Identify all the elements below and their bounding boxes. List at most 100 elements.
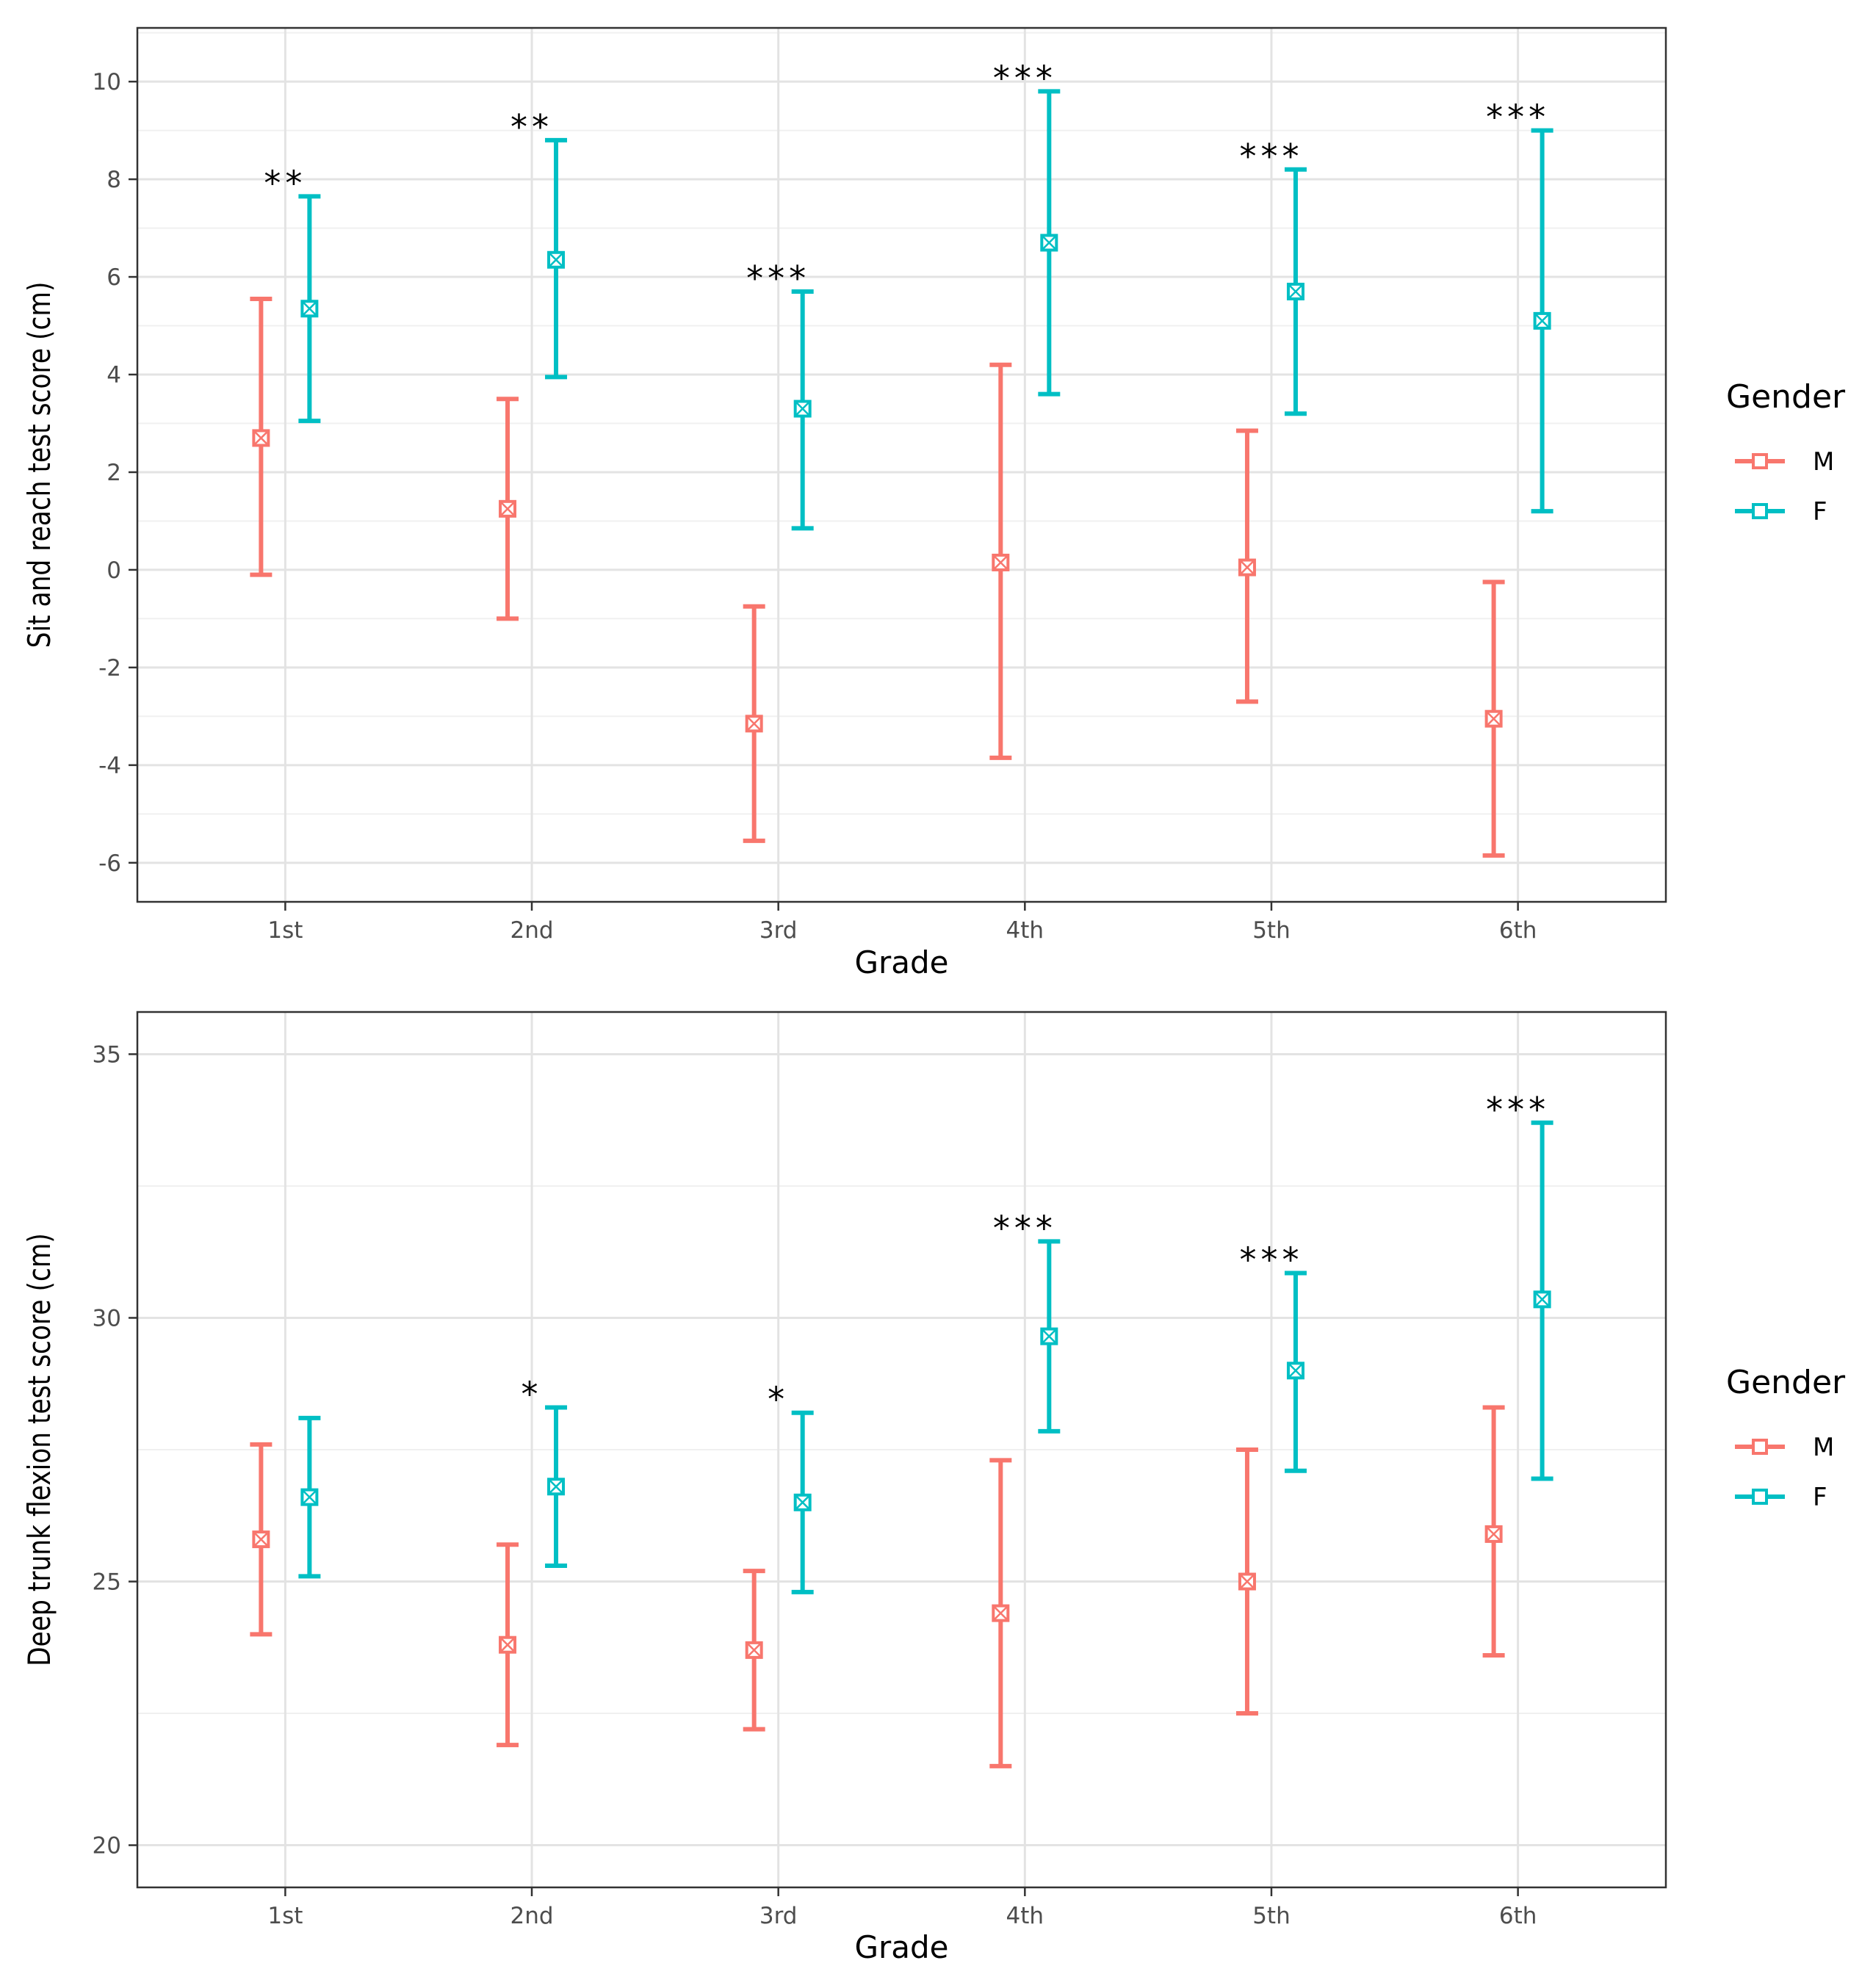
plot-background <box>137 28 1666 902</box>
y-tick-label: 6 <box>107 264 121 291</box>
legend: Gender MF <box>1726 1364 1846 1512</box>
mean-point <box>1286 282 1304 300</box>
mean-point <box>1484 709 1503 728</box>
mean-point <box>793 1493 812 1511</box>
y-axis-title: Sit and reach test score (cm) <box>22 282 58 648</box>
mean-point-cross <box>992 1605 1009 1622</box>
y-tick-label: -4 <box>98 753 121 779</box>
significance-label: *** <box>1239 137 1303 176</box>
mean-point <box>745 1641 763 1659</box>
significance-label: *** <box>1486 1090 1550 1129</box>
mean-point <box>1040 1327 1058 1345</box>
mean-point-cross <box>794 1494 811 1511</box>
x-axis-title: Grade <box>854 944 948 980</box>
legend-label: M <box>1813 1433 1834 1462</box>
mean-point <box>300 1488 319 1506</box>
panel-2: 20 25 30 35 1st 2nd 3rd 4th 5th 6th Grade Deep trun… <box>22 1011 1846 1965</box>
legend-label: M <box>1813 447 1834 477</box>
legend-title: Gender <box>1726 378 1846 416</box>
mean-point <box>1484 1525 1503 1543</box>
x-tick-label: 2nd <box>510 917 554 944</box>
x-tick-label: 4th <box>1006 917 1044 944</box>
mean-point-cross <box>746 1641 762 1658</box>
mean-point <box>499 1635 517 1654</box>
mean-point-cross <box>1288 1362 1304 1379</box>
significance-label: *** <box>993 58 1057 98</box>
series-F <box>298 89 1553 531</box>
significance-label: ** <box>510 107 553 147</box>
mean-point-cross <box>746 715 762 732</box>
legend-key-F <box>1735 503 1785 519</box>
x-tick-label: 2nd <box>510 1903 554 1929</box>
mean-point-cross <box>253 430 270 447</box>
series-F <box>298 1120 1553 1594</box>
y-tick-label: 8 <box>107 167 121 193</box>
mean-point <box>745 715 763 733</box>
mean-point <box>547 250 566 269</box>
legend-label: F <box>1813 497 1827 527</box>
significance-label: * <box>768 1380 789 1420</box>
panel-border <box>136 26 1667 903</box>
y-tick-label: 35 <box>93 1041 121 1068</box>
significance-label: *** <box>993 1208 1057 1248</box>
mean-point-cross <box>301 300 318 317</box>
mean-point-cross <box>499 500 516 517</box>
y-tick-label: 2 <box>107 460 121 486</box>
y-tick-label: 25 <box>93 1569 121 1596</box>
series-M <box>250 1405 1505 1768</box>
mean-point-cross <box>1534 1291 1551 1308</box>
y-tick-label: 10 <box>93 69 121 95</box>
legend-key-box <box>1752 503 1768 519</box>
legend-key-box <box>1752 1439 1768 1455</box>
significance-label: *** <box>746 259 810 298</box>
legend-key-box <box>1752 453 1768 469</box>
significance-label: ** <box>264 163 306 203</box>
y-axis-title: Deep trunk flexion test score (cm) <box>22 1233 58 1666</box>
mean-point-cross <box>1485 710 1502 727</box>
mean-point <box>499 499 517 518</box>
mean-point <box>992 1604 1010 1622</box>
x-tick-label: 4th <box>1006 1903 1044 1929</box>
mean-point <box>547 1478 566 1496</box>
mean-point-cross <box>499 1636 516 1653</box>
mean-point <box>252 1530 270 1549</box>
x-tick-label: 3rd <box>759 1903 798 1929</box>
mean-point-cross <box>992 554 1009 571</box>
mean-point-cross <box>548 1478 564 1495</box>
legend-key-F <box>1735 1489 1785 1505</box>
legend-label: F <box>1813 1483 1827 1512</box>
mean-point-cross <box>1288 283 1304 300</box>
mean-point-cross <box>548 251 564 268</box>
mean-point <box>1238 1572 1256 1591</box>
mean-point <box>1238 558 1256 576</box>
mean-point <box>1040 234 1058 252</box>
mean-point-cross <box>1485 1526 1502 1542</box>
panel-border <box>136 1011 1667 1889</box>
x-tick-label: 1st <box>267 917 303 944</box>
x-tick-label: 1st <box>267 1903 303 1929</box>
panel-1: -6 -4 -2 0 2 4 6 8 10 1st 2nd 3rd 4th 5th 6th Grade Sit … <box>22 26 1846 980</box>
mean-point-cross <box>301 1489 318 1506</box>
x-tick-label: 3rd <box>759 917 798 944</box>
y-tick-label: 30 <box>93 1305 121 1331</box>
legend-title: Gender <box>1726 1364 1846 1401</box>
mean-point <box>1533 311 1551 330</box>
legend-key-M <box>1735 453 1785 469</box>
y-tick-label: 4 <box>107 362 121 388</box>
mean-point <box>1533 1290 1551 1309</box>
y-tick-label: 20 <box>93 1833 121 1859</box>
x-axis-title: Grade <box>854 1929 948 1965</box>
mean-point-cross <box>794 400 811 417</box>
legend: Gender MF <box>1726 378 1846 527</box>
mean-point <box>793 400 812 418</box>
mean-point-cross <box>253 1531 270 1547</box>
mean-point-cross <box>1239 1573 1255 1590</box>
series-M <box>250 296 1505 858</box>
mean-point <box>992 553 1010 571</box>
x-tick-label: 5th <box>1252 1903 1291 1929</box>
y-tick-label: 0 <box>107 557 121 584</box>
mean-point-cross <box>1041 1328 1058 1345</box>
mean-point-cross <box>1534 312 1551 329</box>
